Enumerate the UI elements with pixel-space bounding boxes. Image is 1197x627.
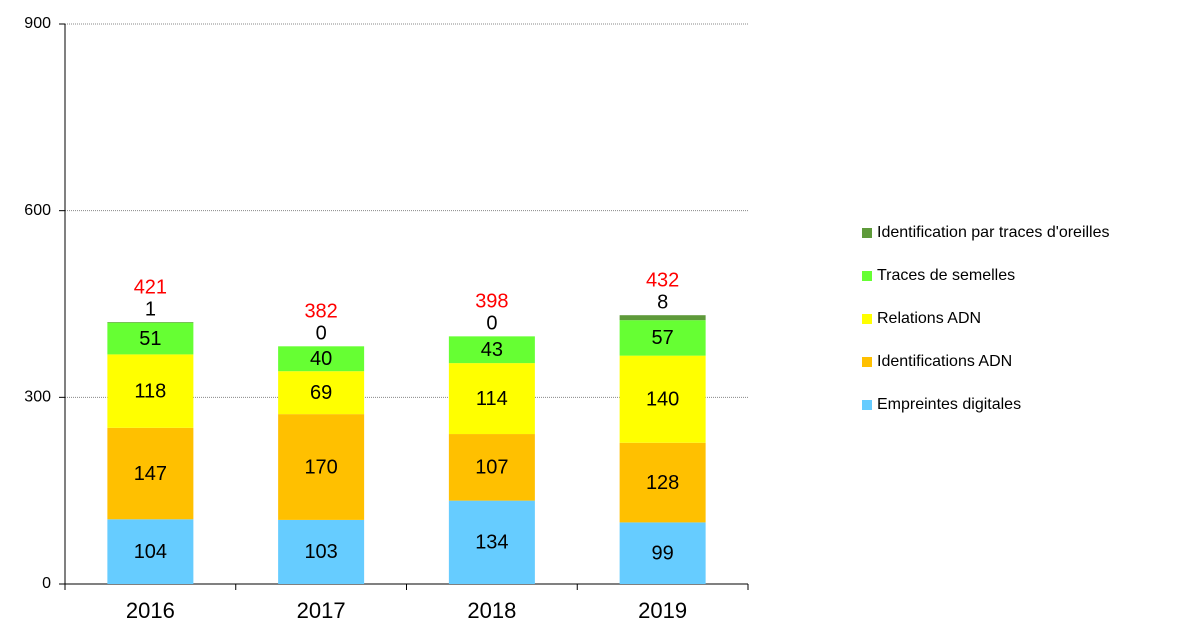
total-label: 382 (304, 301, 337, 323)
legend-label: Identifications ADN (877, 353, 1012, 370)
y-tick-label: 300 (24, 389, 51, 406)
data-label: 40 (310, 348, 332, 370)
bar-segment (107, 519, 194, 584)
bar-segment (619, 315, 706, 321)
x-tick-label: 2016 (126, 598, 175, 623)
bar-segment (278, 346, 365, 372)
total-label: 398 (475, 291, 508, 313)
legend-swatch (862, 314, 872, 324)
data-label: 8 (657, 291, 668, 313)
x-tick-label: 2017 (297, 598, 346, 623)
legend-swatch (862, 400, 872, 410)
y-tick-label: 0 (42, 575, 51, 592)
data-label: 51 (139, 328, 161, 350)
total-label: 432 (646, 269, 679, 291)
y-tick-label: 900 (24, 15, 51, 32)
bar-segment (107, 354, 194, 428)
legend-swatch (862, 228, 872, 238)
y-tick-label: 600 (24, 202, 51, 219)
bar-segment (619, 442, 706, 523)
data-label: 0 (486, 313, 497, 335)
bar-segment (278, 414, 365, 520)
data-label: 118 (134, 380, 166, 402)
bar-segment (619, 320, 706, 356)
data-label: 57 (652, 327, 674, 349)
bar-segment (107, 322, 194, 323)
data-label: 104 (134, 541, 167, 563)
data-label: 128 (646, 472, 679, 494)
legend-label: Identification par traces d'oreilles (877, 224, 1110, 241)
x-tick-label: 2019 (638, 598, 687, 623)
data-label: 0 (316, 323, 327, 345)
x-tick-label: 2018 (467, 598, 516, 623)
bar-segment (448, 336, 535, 364)
bar-segment (107, 322, 194, 355)
bar-segment (619, 522, 706, 584)
data-label: 1 (145, 298, 156, 320)
data-label: 134 (475, 532, 508, 554)
bar-segment (278, 519, 365, 584)
bar-segment (448, 434, 535, 501)
total-label: 421 (134, 276, 167, 298)
legend-label: Empreintes digitales (877, 396, 1021, 413)
data-label: 43 (481, 339, 503, 361)
bar-segment (107, 427, 194, 520)
bar-segment (619, 355, 706, 443)
data-label: 103 (304, 541, 337, 563)
data-label: 99 (652, 542, 674, 564)
bar-segment (278, 371, 365, 415)
bar-segment (448, 363, 535, 435)
data-label: 114 (476, 388, 508, 410)
data-label: 170 (304, 456, 337, 478)
data-label: 107 (475, 457, 508, 479)
legend-label: Traces de semelles (877, 267, 1015, 284)
bar-segment (448, 500, 535, 584)
data-label: 140 (646, 388, 679, 410)
legend-label: Relations ADN (877, 310, 981, 327)
data-label: 69 (310, 382, 332, 404)
data-label: 147 (134, 463, 167, 485)
legend-swatch (862, 271, 872, 281)
legend-swatch (862, 357, 872, 367)
